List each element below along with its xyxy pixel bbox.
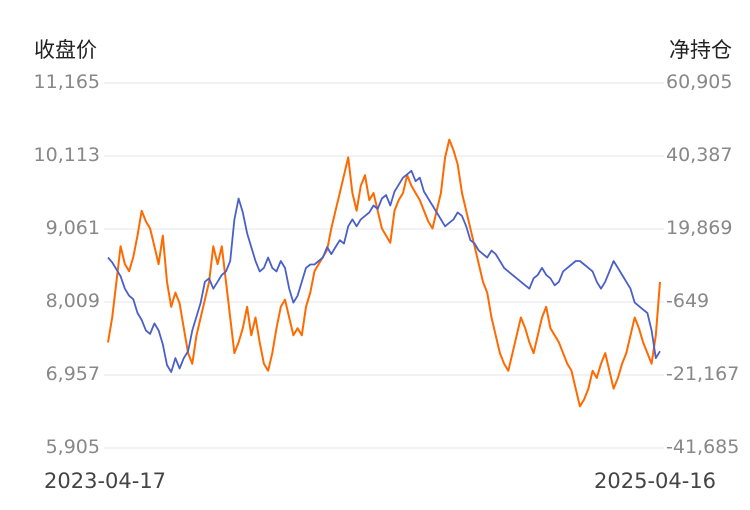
right-tick-label: -41,685 xyxy=(666,436,740,458)
right-tick-label: 19,869 xyxy=(666,217,733,239)
right-tick-label: 60,905 xyxy=(666,71,733,93)
net-position-line xyxy=(107,138,661,408)
right-tick-label: -21,167 xyxy=(666,363,740,385)
left-tick-label: 5,905 xyxy=(45,436,100,458)
left-tick-label: 10,113 xyxy=(33,144,100,166)
x-end-label: 2025-04-16 xyxy=(594,469,717,493)
close-price-line xyxy=(107,169,661,373)
left-axis-title: 收盘价 xyxy=(34,38,97,62)
right-tick-label: 40,387 xyxy=(666,144,733,166)
left-tick-label: 6,957 xyxy=(45,363,100,385)
right-tick-label: -649 xyxy=(666,290,710,312)
left-tick-label: 11,165 xyxy=(33,71,100,93)
left-tick-label: 8,009 xyxy=(45,290,100,312)
x-start-label: 2023-04-17 xyxy=(44,469,167,493)
right-axis-title: 净持仓 xyxy=(669,38,732,62)
left-tick-label: 9,061 xyxy=(45,217,100,239)
